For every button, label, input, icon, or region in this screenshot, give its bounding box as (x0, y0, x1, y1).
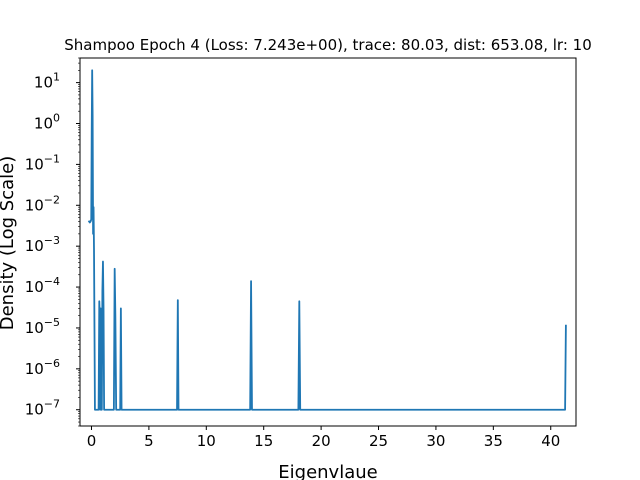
x-axis-label: Eigenvlaue (278, 462, 377, 480)
y-axis-ticks: 10−7 10−6 10−5 10−4 10−3 10−2 10−1 100 101 (25, 57, 80, 427)
x-tick-label: 0 (87, 432, 97, 450)
y-tick-label: 101 (34, 71, 60, 92)
density-series-line (87, 69, 567, 411)
chart-title: Shampoo Epoch 4 (Loss: 7.243e+00), trace… (64, 36, 592, 54)
y-tick-label: 10−7 (25, 398, 60, 419)
y-tick-label: 10−2 (25, 193, 60, 214)
x-tick-label: 30 (426, 432, 445, 450)
y-tick-label: 10−5 (25, 316, 60, 337)
x-tick-label: 35 (484, 432, 503, 450)
y-tick-label: 10−4 (25, 275, 60, 296)
x-tick-label: 10 (197, 432, 216, 450)
x-tick-label: 15 (254, 432, 273, 450)
y-tick-label: 10−6 (25, 357, 60, 378)
x-tick-label: 25 (369, 432, 388, 450)
y-axis-label: Density (Log Scale) (0, 156, 18, 331)
x-tick-label: 20 (312, 432, 331, 450)
plot-area-frame (79, 57, 577, 427)
y-tick-label: 10−3 (25, 234, 60, 255)
x-tick-label: 40 (541, 432, 560, 450)
y-tick-label: 100 (34, 112, 60, 133)
x-tick-label: 5 (144, 432, 154, 450)
x-axis-ticks: 0 5 10 15 20 25 30 35 40 (87, 426, 560, 450)
y-tick-label: 10−1 (25, 152, 60, 173)
